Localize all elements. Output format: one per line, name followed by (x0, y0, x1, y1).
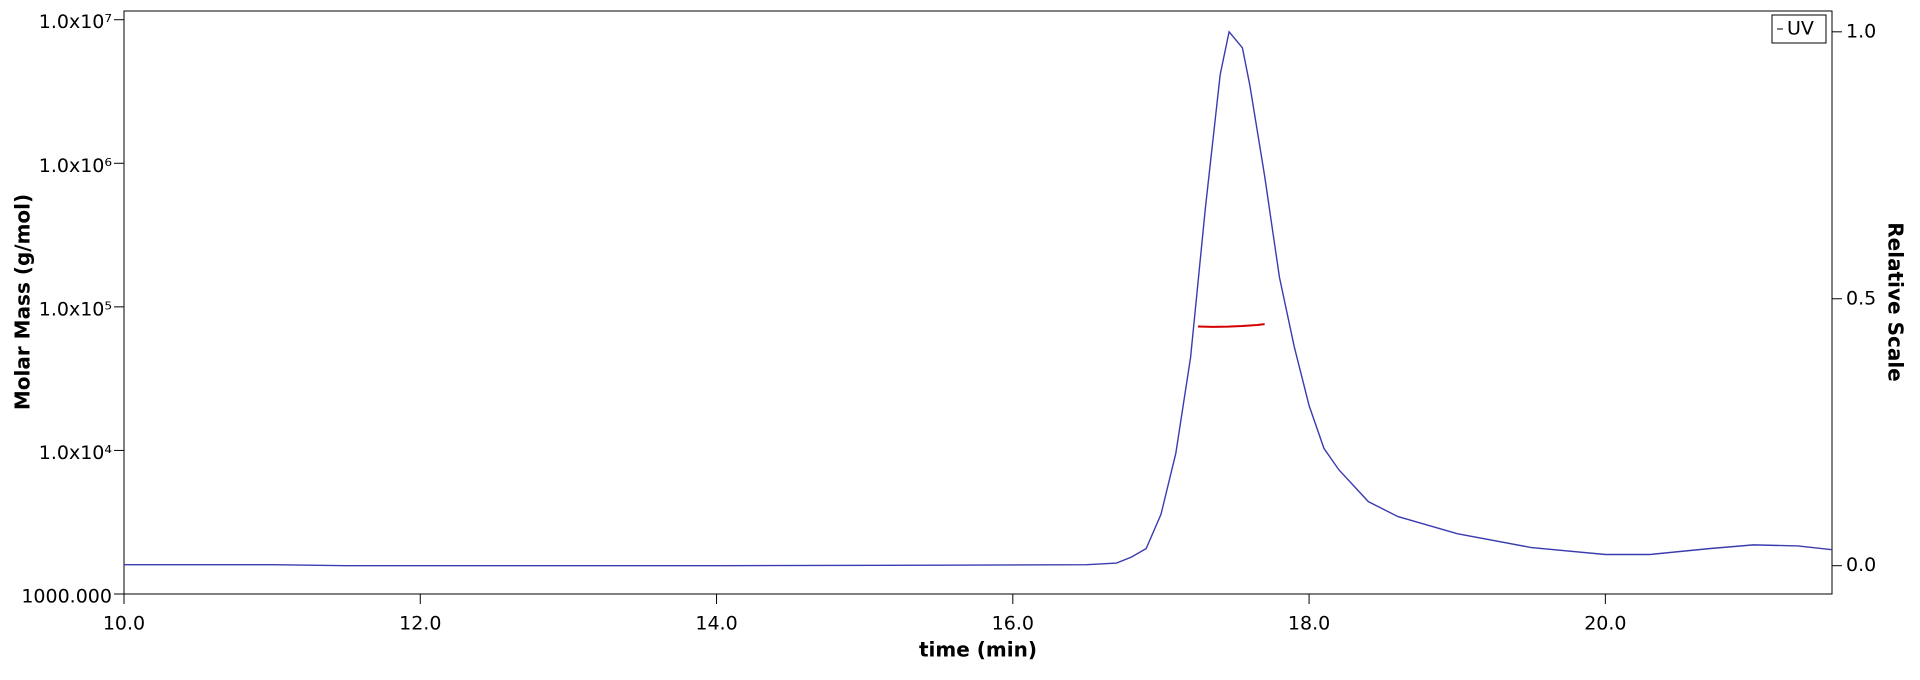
plot-frame (123, 10, 1833, 595)
y-axis-title: Molar Mass (g/mol) (11, 194, 35, 410)
y-tick-label: 1.0x10⁴ (39, 442, 113, 464)
y-tick-label: 1.0x10⁶ (39, 155, 112, 177)
series-line (124, 30, 1833, 567)
x-tick-label: 16.0 (992, 613, 1034, 635)
x-tick-label: 18.0 (1288, 613, 1330, 635)
x-tick-label: 14.0 (695, 613, 737, 635)
x-tick-label: 10.0 (103, 613, 145, 635)
x-axis-title: time (min) (919, 638, 1037, 662)
y2-tick-label: 1.0 (1846, 20, 1876, 42)
y-tick-label: 1.0x10⁷ (39, 11, 112, 33)
y2-tick-label: 0.0 (1846, 554, 1876, 576)
x-tick-label: 20.0 (1584, 613, 1626, 635)
y2-axis-title: Relative Scale (1884, 222, 1908, 381)
x-tick-label: 12.0 (399, 613, 441, 635)
y2-tick-label: 0.5 (1846, 287, 1876, 309)
y-tick-label: 1000.000 (21, 586, 112, 608)
series-line (1197, 323, 1265, 328)
y-tick-label: 1.0x10⁵ (39, 298, 112, 320)
legend-label: UV (1787, 18, 1814, 40)
